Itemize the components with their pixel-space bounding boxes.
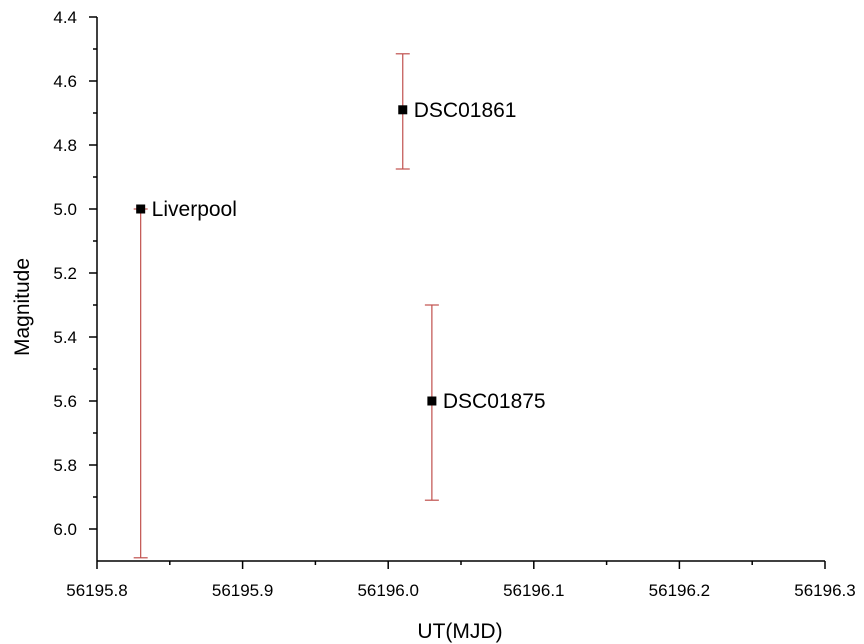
- y-axis-ticks: 4.4 4.6 4.8 5.0 5.2 5.4 5.6 5.8 6.0: [53, 8, 97, 539]
- x-tick-label: 56196.0: [357, 581, 418, 600]
- x-axis-ticks: 56195.8 56195.9 56196.0 56196.1 56196.2 56196…: [66, 561, 856, 600]
- y-tick-label: 5.2: [53, 264, 77, 283]
- error-bars: [133, 53, 439, 559]
- y-tick-label: 5.4: [53, 328, 77, 347]
- x-tick-label: 56196.1: [503, 581, 564, 600]
- data-point-label: DSC01875: [443, 390, 546, 413]
- data-point-label: DSC01861: [414, 99, 517, 122]
- y-tick-label: 4.8: [53, 136, 77, 155]
- data-point-marker: [136, 204, 146, 214]
- data-markers: [136, 105, 437, 406]
- x-tick-label: 56196.2: [649, 581, 710, 600]
- y-tick-label: 5.6: [53, 392, 77, 411]
- data-point-label: Liverpool: [152, 198, 237, 221]
- x-tick-label: 56195.8: [66, 581, 127, 600]
- y-tick-label: 4.6: [53, 72, 77, 91]
- x-tick-label: 56196.3: [794, 581, 855, 600]
- y-tick-label: 5.0: [53, 200, 77, 219]
- y-tick-label: 4.4: [53, 8, 77, 27]
- x-axis-title: UT(MJD): [417, 620, 502, 643]
- point-labels: Liverpool DSC01861 DSC01875: [152, 99, 546, 413]
- x-tick-label: 56195.9: [212, 581, 273, 600]
- y-axis-title: Magnitude: [11, 258, 34, 356]
- data-point-marker: [427, 396, 437, 406]
- data-point-marker: [398, 105, 408, 115]
- y-tick-label: 6.0: [53, 520, 77, 539]
- y-tick-label: 5.8: [53, 456, 77, 475]
